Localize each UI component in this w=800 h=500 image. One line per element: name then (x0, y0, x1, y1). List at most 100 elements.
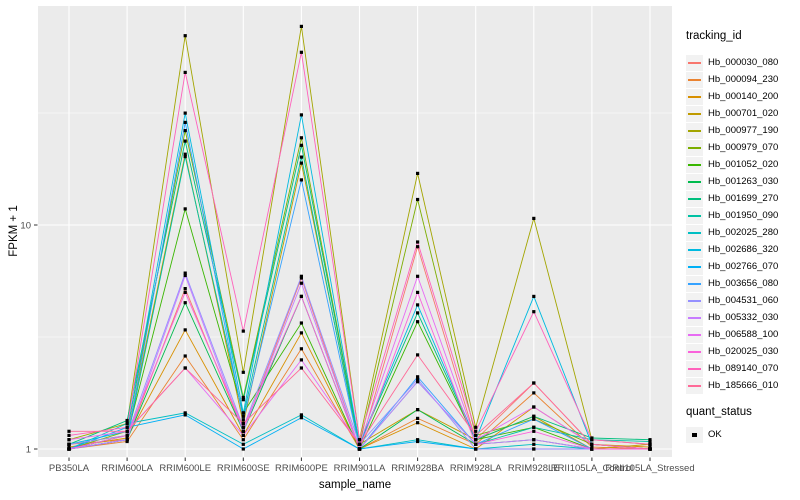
data-point (67, 447, 71, 451)
legend-entry: Hb_001699_270 (686, 190, 800, 207)
data-point (590, 442, 594, 446)
data-point (532, 417, 536, 421)
data-point (67, 438, 71, 442)
legend-key-swatch (686, 326, 703, 343)
legend-entries-tracking-id: Hb_000030_080 Hb_000094_230 Hb_000140_200 H… (686, 54, 800, 394)
legend-entry-label: Hb_000701_020 (708, 108, 779, 119)
data-point (299, 143, 303, 147)
data-point (474, 438, 478, 442)
legend-color-line (688, 61, 701, 64)
data-point (299, 366, 303, 370)
legend-color-line (688, 129, 701, 132)
data-point (416, 416, 420, 420)
data-point (183, 354, 187, 358)
data-point (183, 207, 187, 211)
legend-color-line (688, 350, 701, 353)
data-point (183, 328, 187, 332)
legend-key-swatch (686, 292, 703, 309)
data-point (648, 439, 652, 444)
legend-entry-label: Hb_002686_320 (708, 244, 779, 255)
legend-entry-label: Hb_000979_070 (708, 142, 779, 153)
legend-color-line (688, 316, 701, 319)
legend-entry-label: Hb_001699_270 (708, 193, 779, 204)
x-tick-label: PB350LA (49, 463, 90, 474)
data-point (474, 433, 478, 437)
data-point (532, 381, 536, 385)
legend-entry-label: Hb_089140_070 (708, 363, 779, 374)
legend-color-line (688, 95, 701, 98)
legend-entry-label: Hb_000094_230 (708, 74, 779, 85)
data-point (241, 395, 245, 399)
legend-color-line (688, 163, 701, 166)
data-point (183, 70, 187, 74)
legend-entry: Hb_002766_070 (686, 258, 800, 275)
data-point (299, 155, 303, 159)
legend-entry-label: Hb_001950_090 (708, 210, 779, 221)
data-point (125, 421, 129, 426)
data-point (183, 273, 187, 278)
data-point (416, 240, 420, 244)
data-point (67, 429, 71, 433)
legend-entry: Hb_001052_020 (686, 156, 800, 173)
x-tick-label: RRIM600LE (159, 463, 211, 474)
data-point (183, 287, 187, 291)
data-point (183, 111, 187, 115)
legend-panel: tracking_id Hb_000030_080 Hb_000094_230 Hb… (686, 30, 800, 443)
data-point (648, 442, 652, 446)
data-point (299, 413, 303, 417)
legend-entry: Hb_001950_090 (686, 207, 800, 224)
data-point (241, 447, 245, 451)
legend-entry: Hb_000979_070 (686, 139, 800, 156)
legend-color-line (688, 214, 701, 217)
data-point (183, 155, 187, 159)
data-point (241, 442, 245, 446)
legend-color-line (688, 265, 701, 268)
legend-entry: Hb_001263_030 (686, 173, 800, 190)
legend-key-swatch (686, 156, 703, 173)
legend-key-swatch (686, 173, 703, 190)
y-axis-title: FPKM + 1 (8, 205, 20, 257)
data-point (125, 439, 129, 444)
data-point (648, 445, 652, 449)
data-point (125, 433, 129, 437)
data-point (67, 442, 71, 446)
data-point (183, 290, 187, 294)
x-tick-label: RRIM600PE (275, 463, 328, 474)
legend-entry-label: Hb_003656_080 (708, 278, 779, 289)
data-point (416, 439, 420, 444)
legend-entry: Hb_002686_320 (686, 241, 800, 258)
data-point (416, 408, 420, 412)
legend-entry: Hb_005332_030 (686, 309, 800, 326)
data-point (532, 442, 536, 446)
data-point (532, 414, 536, 418)
x-axis-title: sample_name (318, 479, 392, 491)
data-point (241, 438, 245, 442)
data-point (474, 447, 478, 451)
legend-key-swatch (686, 122, 703, 139)
data-point (183, 411, 187, 415)
y-tick-label: 10 (20, 221, 31, 232)
legend-key-swatch (686, 71, 703, 88)
legend-color-line (688, 367, 701, 370)
data-point (299, 331, 303, 335)
data-point (241, 414, 245, 418)
legend-color-line (688, 231, 701, 234)
x-tick-label: RRIM928LA (450, 463, 502, 474)
plot-panel (38, 6, 672, 457)
legend-entry-label: Hb_005332_030 (708, 312, 779, 323)
legend-color-line (688, 112, 701, 115)
legend-entry-label: Hb_020025_030 (708, 346, 779, 357)
data-point (241, 418, 245, 422)
data-point (125, 438, 129, 442)
data-point (532, 429, 536, 433)
data-point (532, 425, 536, 429)
data-point (125, 429, 129, 433)
data-point (532, 405, 536, 409)
data-point (532, 216, 536, 220)
legend-key-swatch (686, 377, 703, 394)
data-point (416, 375, 420, 379)
legend-entry: Hb_000701_020 (686, 105, 800, 122)
legend-key-swatch (686, 258, 703, 275)
